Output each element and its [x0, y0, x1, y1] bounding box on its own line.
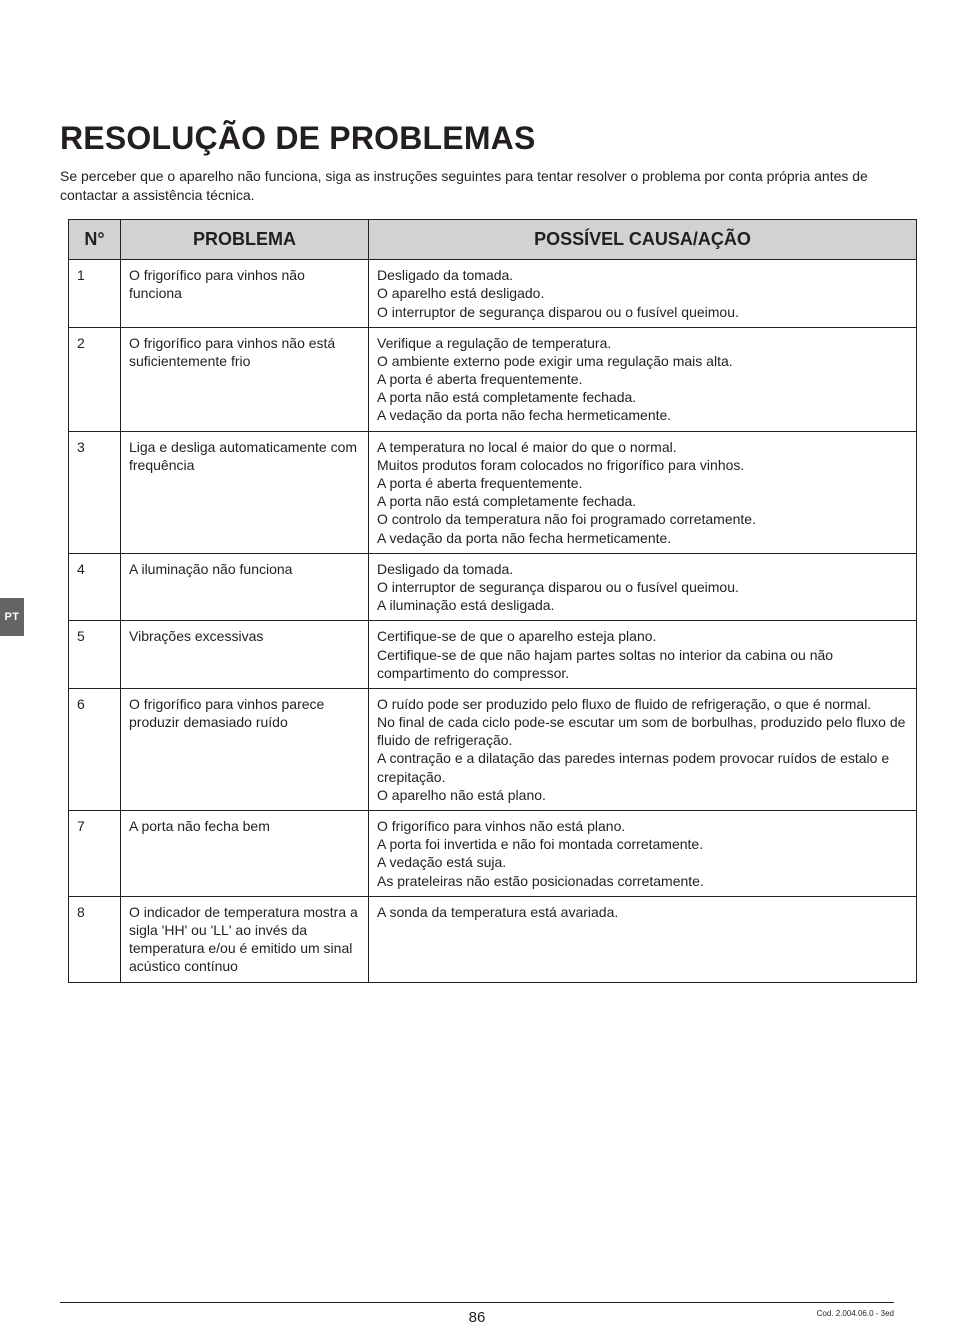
header-cause: POSSÍVEL CAUSA/AÇÃO: [369, 219, 917, 259]
cell-problem: O frigorífico para vinhos não funciona: [121, 260, 369, 328]
problem-line: O frigorífico para vinhos não funciona: [129, 266, 360, 302]
cell-problem: O indicador de temperatura mostra a sigl…: [121, 896, 369, 982]
cause-line: A temperatura no local é maior do que o …: [377, 438, 908, 456]
table-header-row: N° PROBLEMA POSSÍVEL CAUSA/AÇÃO: [69, 219, 917, 259]
table-row: 3Liga e desliga automaticamente com freq…: [69, 431, 917, 553]
header-num: N°: [69, 219, 121, 259]
cell-num: 2: [69, 327, 121, 431]
cause-line: As prateleiras não estão posicionadas co…: [377, 872, 908, 890]
table-row: 4 A iluminação não funciona Desligado da t…: [69, 553, 917, 621]
cell-num: 3: [69, 431, 121, 553]
cause-line: Desligado da tomada.: [377, 560, 908, 578]
cause-line: O interruptor de segurança disparou ou o…: [377, 303, 908, 321]
table-row: 6O frigorífico para vinhos parece produz…: [69, 688, 917, 810]
cause-line: A porta não está completamente fechada.: [377, 388, 908, 406]
cell-cause: A sonda da temperatura está avariada.: [369, 896, 917, 982]
cause-line: A porta não está completamente fechada.: [377, 492, 908, 510]
cell-cause: O ruído pode ser produzido pelo fluxo de…: [369, 688, 917, 810]
problem-line: Liga e desliga automaticamente com frequ…: [129, 438, 360, 474]
cell-problem: A iluminação não funciona: [121, 553, 369, 621]
cause-line: A vedação da porta não fecha hermeticame…: [377, 406, 908, 424]
cause-line: Muitos produtos foram colocados no frigo…: [377, 456, 908, 474]
cell-cause: Certifique-se de que o aparelho esteja p…: [369, 621, 917, 689]
cause-line: Certifique-se de que não hajam partes so…: [377, 646, 908, 682]
cell-problem: A porta não fecha bem: [121, 811, 369, 897]
header-problem: PROBLEMA: [121, 219, 369, 259]
cell-cause: O frigorífico para vinhos não está plano…: [369, 811, 917, 897]
problem-line: O frigorífico para vinhos parece produzi…: [129, 695, 360, 731]
cell-num: 7: [69, 811, 121, 897]
cause-line: O aparelho não está plano.: [377, 786, 908, 804]
table-row: 8O indicador de temperatura mostra a sig…: [69, 896, 917, 982]
language-tab-label: PT: [4, 611, 19, 623]
cause-line: O aparelho está desligado.: [377, 284, 908, 302]
cell-problem: Vibrações excessivas: [121, 621, 369, 689]
page-number: 86: [469, 1309, 486, 1326]
page-title: RESOLUÇÃO DE PROBLEMAS: [60, 120, 894, 157]
problem-line: A iluminação não funciona: [129, 560, 360, 578]
cause-line: A sonda da temperatura está avariada.: [377, 903, 908, 921]
cause-line: Certifique-se de que o aparelho esteja p…: [377, 627, 908, 645]
table-row: 7 A porta não fecha bem O frigorífico para…: [69, 811, 917, 897]
cell-num: 5: [69, 621, 121, 689]
problem-line: O frigorífico para vinhos não está sufic…: [129, 334, 360, 370]
problem-line: A porta não fecha bem: [129, 817, 360, 835]
cell-problem: O frigorífico para vinhos não está sufic…: [121, 327, 369, 431]
cause-line: A porta é aberta frequentemente.: [377, 370, 908, 388]
cause-line: A iluminação está desligada.: [377, 596, 908, 614]
problem-line: Vibrações excessivas: [129, 627, 360, 645]
cause-line: Verifique a regulação de temperatura.: [377, 334, 908, 352]
cause-line: O interruptor de segurança disparou ou o…: [377, 578, 908, 596]
cell-cause: A temperatura no local é maior do que o …: [369, 431, 917, 553]
cause-line: A vedação da porta não fecha hermeticame…: [377, 529, 908, 547]
cause-line: Desligado da tomada.: [377, 266, 908, 284]
cause-line: O ruído pode ser produzido pelo fluxo de…: [377, 695, 908, 713]
cell-cause: Desligado da tomada.O aparelho está desl…: [369, 260, 917, 328]
table-body: 1O frigorífico para vinhos não funcionaD…: [69, 260, 917, 982]
cause-line: O frigorífico para vinhos não está plano…: [377, 817, 908, 835]
cell-num: 6: [69, 688, 121, 810]
cell-cause: Desligado da tomada.O interruptor de seg…: [369, 553, 917, 621]
cause-line: A vedação está suja.: [377, 853, 908, 871]
table-row: 1O frigorífico para vinhos não funcionaD…: [69, 260, 917, 328]
cell-cause: Verifique a regulação de temperatura.O a…: [369, 327, 917, 431]
language-tab: PT: [0, 598, 24, 636]
cell-num: 1: [69, 260, 121, 328]
cause-line: O controlo da temperatura não foi progra…: [377, 510, 908, 528]
cause-line: A contração e a dilatação das paredes in…: [377, 749, 908, 785]
cause-line: A porta é aberta frequentemente.: [377, 474, 908, 492]
table-row: 5 Vibrações excessivas Certifique-se de qu…: [69, 621, 917, 689]
cause-line: A porta foi invertida e não foi montada …: [377, 835, 908, 853]
footer-inner: 86 Cod. 2.004.06.0 - 3ed: [60, 1309, 894, 1318]
cause-line: O ambiente externo pode exigir uma regul…: [377, 352, 908, 370]
page-footer: 86 Cod. 2.004.06.0 - 3ed: [60, 1302, 894, 1318]
intro-paragraph: Se perceber que o aparelho não funciona,…: [60, 167, 894, 205]
page: PT RESOLUÇÃO DE PROBLEMAS Se perceber qu…: [0, 0, 954, 1344]
cause-line: No final de cada ciclo pode-se escutar u…: [377, 713, 908, 749]
cell-problem: Liga e desliga automaticamente com frequ…: [121, 431, 369, 553]
cell-problem: O frigorífico para vinhos parece produzi…: [121, 688, 369, 810]
problem-line: O indicador de temperatura mostra a sigl…: [129, 903, 360, 976]
cell-num: 8: [69, 896, 121, 982]
table-row: 2O frigorífico para vinhos não está sufi…: [69, 327, 917, 431]
cell-num: 4: [69, 553, 121, 621]
footer-code: Cod. 2.004.06.0 - 3ed: [817, 1309, 894, 1318]
troubleshooting-table: N° PROBLEMA POSSÍVEL CAUSA/AÇÃO 1O frigo…: [68, 219, 917, 983]
